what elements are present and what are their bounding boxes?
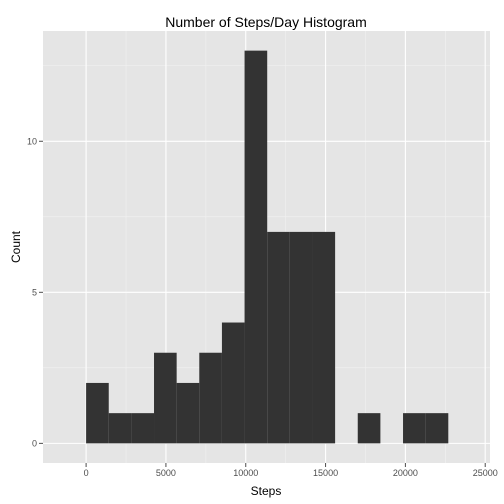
x-tick-label: 25000 bbox=[473, 468, 498, 478]
histogram-bar bbox=[357, 413, 381, 444]
x-tick-label: 20000 bbox=[393, 468, 418, 478]
histogram-bar bbox=[131, 413, 155, 444]
histogram-bar bbox=[199, 352, 222, 444]
x-tick-label: 15000 bbox=[313, 468, 338, 478]
y-tick-label: 5 bbox=[32, 287, 37, 297]
x-axis: 0 5000 10000 15000 20000 25000 bbox=[84, 463, 498, 478]
histogram-bar bbox=[267, 231, 290, 444]
y-axis: 0 5 10 bbox=[27, 136, 43, 448]
y-tick-label: 10 bbox=[27, 136, 37, 146]
histogram-bars bbox=[86, 50, 449, 444]
histogram-bar bbox=[312, 231, 336, 444]
histogram-bar bbox=[221, 322, 245, 444]
histogram-bar bbox=[403, 413, 426, 444]
histogram-bar bbox=[176, 382, 200, 444]
x-axis-label: Steps bbox=[251, 484, 282, 498]
histogram-bar bbox=[86, 382, 109, 444]
histogram-bar bbox=[244, 50, 268, 444]
x-tick-label: 0 bbox=[84, 468, 89, 478]
histogram-bar bbox=[425, 413, 449, 444]
x-tick-label: 10000 bbox=[233, 468, 258, 478]
x-tick-label: 5000 bbox=[156, 468, 176, 478]
histogram-bar bbox=[154, 352, 177, 444]
histogram-bar bbox=[289, 231, 313, 444]
y-axis-label: Count bbox=[9, 230, 23, 263]
histogram-bar bbox=[108, 413, 132, 444]
y-tick-label: 0 bbox=[32, 438, 37, 448]
chart-title: Number of Steps/Day Histogram bbox=[165, 14, 367, 30]
